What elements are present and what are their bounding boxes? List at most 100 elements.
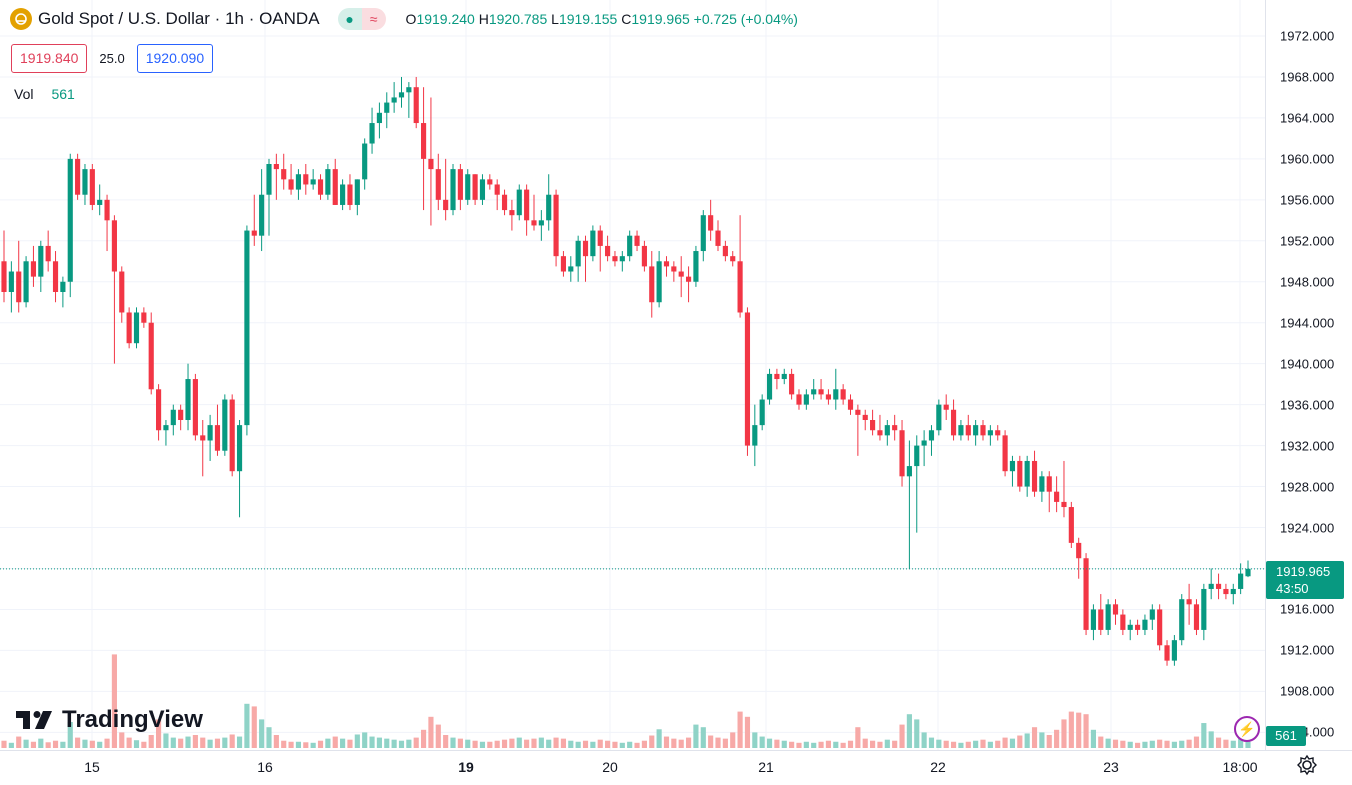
volume-tag: 561 <box>1266 726 1306 746</box>
indicator-pill[interactable]: ● ≈ <box>337 8 386 30</box>
candle-body <box>200 435 206 441</box>
candle-body <box>789 373 795 395</box>
time-axis[interactable]: 15 16 19 20 21 22 23 18:00 <box>0 750 1352 785</box>
volume-bar <box>1024 733 1030 748</box>
candle-body <box>52 261 59 292</box>
volume-bar <box>1127 741 1133 748</box>
volume-bar <box>774 739 780 748</box>
sell-button[interactable]: 1919.840 <box>11 44 88 73</box>
volume-bar <box>1223 739 1229 748</box>
volume-bar <box>825 740 832 748</box>
volume-bar <box>1193 736 1200 748</box>
time-axis-label: 20 <box>602 759 618 775</box>
volume-bar <box>928 737 935 748</box>
volume-bar <box>1068 711 1074 748</box>
change-value: +0.725 (+0.04%) <box>693 11 798 27</box>
candle-body <box>266 164 272 195</box>
candle-body <box>781 373 787 380</box>
candle-body <box>1149 609 1155 620</box>
volume-bar <box>317 740 324 748</box>
volume-bar <box>1201 723 1207 748</box>
candle-body <box>855 409 861 415</box>
candle-body <box>82 169 88 195</box>
candle-body <box>148 322 154 390</box>
candle-body <box>538 220 544 226</box>
volume-bar <box>398 740 405 748</box>
candle-body <box>45 245 51 262</box>
candle-body <box>207 425 213 441</box>
volume-bar <box>111 654 117 748</box>
candle-body <box>1135 624 1141 630</box>
volume-label: Vol <box>14 86 34 102</box>
candle-body <box>259 194 265 236</box>
candle-body <box>1002 435 1008 472</box>
buy-button[interactable]: 1920.090 <box>136 44 214 73</box>
price-axis-label: 1940.000 <box>1280 356 1335 372</box>
candle-body <box>811 389 817 395</box>
candle-body <box>553 194 559 257</box>
volume-bar <box>546 739 552 748</box>
volume-bar <box>1238 737 1244 748</box>
candle-body <box>1039 476 1045 492</box>
candle-body <box>406 87 412 93</box>
time-axis-label: 16 <box>257 759 273 775</box>
candle-body <box>693 251 699 282</box>
tradingview-logo[interactable]: TradingView <box>16 706 203 734</box>
candle-body <box>1120 614 1126 630</box>
lightning-icon[interactable]: ⚡ <box>1234 716 1260 742</box>
volume-bar <box>1171 741 1177 748</box>
volume-bar <box>1142 741 1148 748</box>
candle-body <box>612 256 618 262</box>
chart-area[interactable] <box>0 0 1265 750</box>
volume-bar <box>457 738 463 748</box>
candle-body <box>715 230 721 246</box>
volume-bar <box>420 729 427 748</box>
candle-body <box>965 425 971 436</box>
price-axis[interactable]: 1972.000 1968.000 1964.000 1960.000 1956.000… <box>1265 0 1352 750</box>
volume-bar <box>273 735 279 748</box>
volume-bar <box>8 742 14 748</box>
candle-body <box>1201 588 1207 630</box>
candle-body <box>1068 507 1074 543</box>
time-axis-label: 23 <box>1103 759 1119 775</box>
volume-bar <box>229 734 235 748</box>
candle-body <box>671 266 677 272</box>
candle-body <box>708 215 714 231</box>
volume-bar <box>310 742 316 748</box>
volume-bar <box>126 737 132 748</box>
market-open-dot-icon[interactable]: ● <box>337 8 362 30</box>
volume-bar <box>906 714 912 748</box>
symbol-title[interactable]: Gold Spot / U.S. Dollar · 1h · OANDA <box>38 9 320 28</box>
volume-bar <box>428 716 434 748</box>
candle-body <box>568 266 574 272</box>
volume-bar <box>156 719 162 748</box>
volume-bar <box>406 739 412 748</box>
candle-body <box>119 271 125 313</box>
volume-legend[interactable]: Vol 561 <box>14 86 75 102</box>
candle-body <box>818 389 824 395</box>
candle-body <box>38 245 44 277</box>
candle-body <box>766 373 773 400</box>
candle-body <box>1193 604 1200 630</box>
wave-icon[interactable]: ≈ <box>361 8 386 30</box>
candle-body <box>877 430 883 436</box>
candle-body <box>479 179 486 200</box>
close-value: 1919.965 <box>631 11 690 27</box>
candle-body <box>641 245 647 267</box>
volume-bar <box>796 742 802 748</box>
settings-gear-icon[interactable] <box>1296 754 1318 776</box>
candle-body <box>354 179 360 205</box>
volume-bar <box>605 740 611 748</box>
candle-body <box>928 430 935 441</box>
candle-body <box>590 230 596 257</box>
volume-bar <box>892 740 898 748</box>
candle-body <box>1186 599 1192 605</box>
candle-body <box>1054 491 1060 502</box>
volume-bar <box>811 742 817 748</box>
candle-body <box>759 399 765 426</box>
volume-bar <box>435 724 441 748</box>
volume-bar <box>766 738 773 748</box>
candle-body <box>575 240 581 267</box>
volume-bar <box>369 736 375 748</box>
candlestick-chart[interactable] <box>0 0 1265 750</box>
